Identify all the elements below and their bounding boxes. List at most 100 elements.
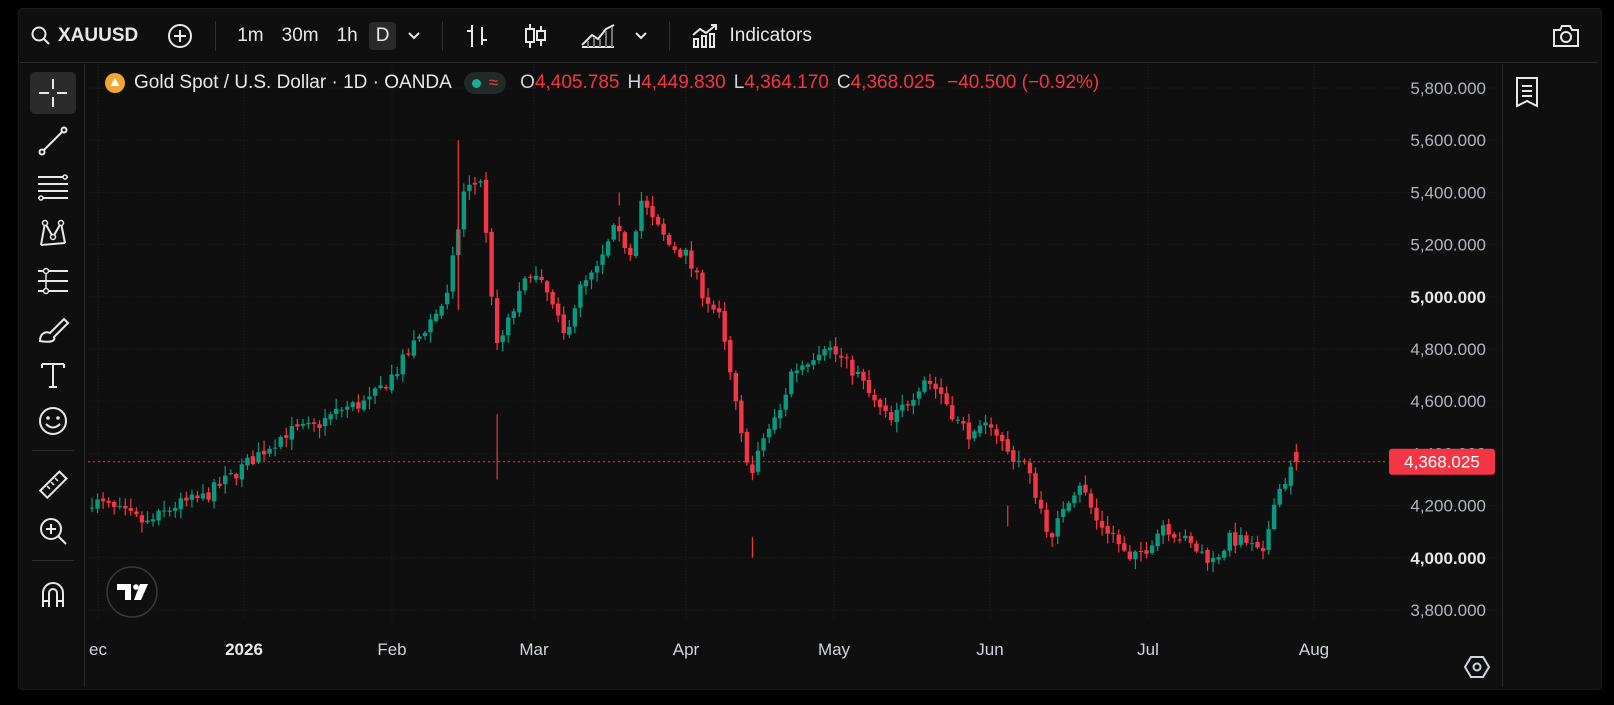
candle-body	[689, 250, 694, 269]
y-tick-label: 4,800.000	[1410, 340, 1486, 359]
candle-body	[672, 246, 677, 251]
candle-body	[234, 474, 239, 479]
candle-style-icon	[525, 24, 547, 48]
pattern-tool[interactable]	[30, 212, 76, 254]
candle-body	[1283, 484, 1288, 489]
candle-body	[272, 447, 278, 449]
candle-body	[894, 409, 899, 423]
candle-body	[1188, 536, 1194, 543]
candle-body	[1077, 485, 1083, 495]
candle-style-button[interactable]	[513, 10, 557, 62]
candle-body	[877, 399, 883, 408]
candle-body	[567, 326, 572, 335]
market-status-pill[interactable]: ≈	[463, 72, 507, 94]
candle-body	[372, 388, 378, 396]
settings-icon	[1463, 656, 1491, 678]
candle-body	[356, 402, 361, 409]
candle-body	[961, 421, 966, 424]
candle-body	[617, 225, 622, 232]
tv-logo[interactable]	[106, 566, 158, 618]
candle-body	[944, 393, 949, 405]
candle-body	[561, 314, 566, 334]
chart-style-dropdown[interactable]	[625, 10, 657, 62]
candle-body	[178, 498, 183, 510]
candle-body	[439, 305, 444, 316]
candle-body	[938, 387, 944, 394]
symbol-search[interactable]: XAUUSD	[20, 10, 147, 62]
candle-body	[1205, 549, 1210, 563]
candle-body	[1033, 473, 1038, 498]
indicators-button[interactable]: Indicators	[682, 10, 820, 62]
crosshair-tool[interactable]	[30, 72, 76, 114]
chart-settings-button[interactable]	[1463, 656, 1491, 678]
text-icon	[41, 363, 65, 388]
candle-body	[173, 508, 178, 511]
candle-body	[800, 365, 805, 370]
forecast-tool[interactable]	[30, 260, 76, 302]
chart-legend: Gold Spot / U.S. Dollar · 1D · OANDA ≈ O…	[104, 70, 1099, 96]
candle-body	[1216, 557, 1221, 560]
candle-body	[766, 428, 772, 438]
add-symbol-button[interactable]	[157, 10, 203, 62]
zoom-in-tool[interactable]	[30, 510, 76, 552]
candle-body	[95, 499, 100, 509]
candle-body	[1277, 488, 1282, 505]
interval-1m[interactable]: 1m	[228, 10, 272, 62]
snapshot-button[interactable]	[1542, 10, 1590, 62]
candle-body	[489, 231, 494, 297]
candle-body	[117, 506, 122, 508]
legend-title[interactable]: Gold Spot / U.S. Dollar · 1D · OANDA	[134, 72, 452, 93]
candle-body	[161, 510, 167, 512]
area-style-button[interactable]	[571, 10, 625, 62]
brush-tool[interactable]	[30, 308, 76, 350]
candle-body	[955, 419, 960, 421]
y-tick-label: 4,000.000	[1410, 549, 1486, 568]
candle-body	[789, 371, 794, 395]
low-label: L	[733, 72, 745, 93]
interval-d-button[interactable]: D	[368, 22, 397, 50]
interval-dropdown[interactable]	[398, 10, 430, 62]
trendline-tool[interactable]	[30, 120, 76, 162]
candle-body	[1249, 543, 1255, 545]
candle-body	[900, 404, 905, 411]
camera-icon	[1553, 25, 1579, 47]
current-price-badge: 4,368.025	[1404, 453, 1480, 472]
x-tick-label: Aug	[1299, 640, 1329, 659]
object-tree-button[interactable]	[1513, 76, 1541, 113]
candle-body	[206, 492, 211, 500]
candle-body	[306, 422, 311, 425]
candle-body	[506, 317, 511, 336]
candle-body	[1072, 495, 1077, 504]
x-tick-label: Apr	[673, 640, 700, 659]
candle-body	[1061, 508, 1066, 517]
candle-body	[822, 349, 827, 356]
object-tree-icon	[1516, 77, 1538, 108]
candle-body	[239, 464, 245, 480]
candle-body	[833, 346, 838, 355]
bar-style-button[interactable]	[455, 10, 499, 62]
low-value: 4,364.170	[744, 72, 829, 93]
candle-body	[1222, 550, 1227, 558]
close-label: C	[836, 72, 851, 93]
candle-body	[1271, 504, 1277, 530]
text-tool[interactable]	[30, 354, 76, 396]
candle-body	[533, 275, 539, 280]
candle-body	[528, 276, 533, 278]
ruler-tool[interactable]	[30, 464, 76, 506]
candle-body	[195, 495, 200, 499]
candle-body	[628, 247, 633, 255]
candle-body	[605, 241, 611, 256]
candle-body	[1238, 534, 1244, 545]
magnet-tool[interactable]	[30, 574, 76, 616]
fib-icon	[38, 174, 68, 201]
candle-body	[189, 494, 195, 500]
candle-body	[728, 339, 733, 373]
candle-body	[345, 406, 350, 410]
market-open-dot	[471, 78, 481, 88]
emoji-tool[interactable]	[30, 400, 76, 442]
interval-30m[interactable]: 30m	[273, 10, 328, 62]
candle-body	[411, 340, 417, 356]
fib-tool[interactable]	[30, 166, 76, 208]
interval-1h[interactable]: 1h	[328, 10, 367, 62]
